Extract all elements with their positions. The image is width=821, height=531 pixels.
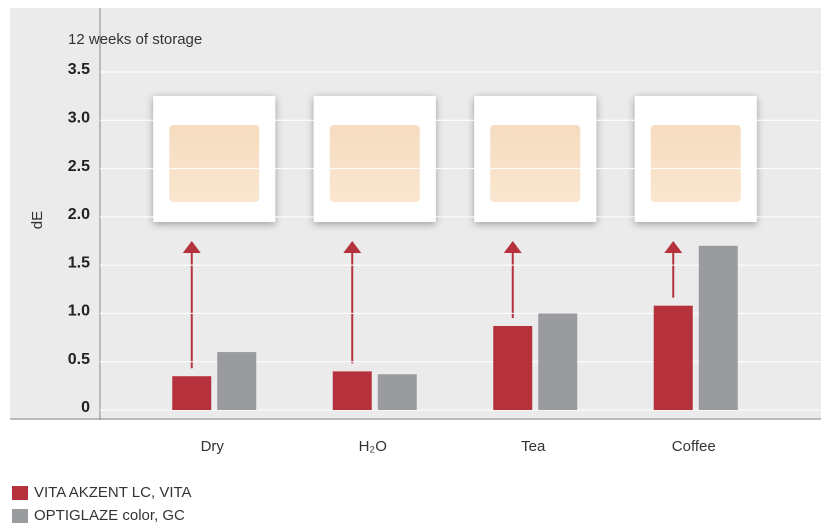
bar	[332, 371, 372, 410]
y-tick-label: 0.5	[68, 351, 90, 368]
arrow-head	[503, 241, 522, 253]
y-tick-label: 1.5	[68, 254, 90, 271]
x-tick-label: Coffee	[672, 438, 716, 455]
legend-swatch	[12, 509, 28, 523]
x-tick-label: Tea	[521, 438, 546, 455]
y-tick-label: 2.0	[68, 206, 90, 223]
legend-swatch	[12, 486, 28, 500]
y-tick-label: 0	[81, 399, 90, 416]
bar	[217, 352, 257, 410]
x-tick-label: H₂O	[359, 438, 387, 455]
y-axis-label: dE	[29, 211, 46, 229]
legend: VITA AKZENT LC, VITA OPTIGLAZE color, GC	[12, 484, 192, 524]
arrow-head	[182, 241, 201, 253]
bar	[377, 374, 417, 410]
x-tick-label: Dry	[201, 438, 225, 455]
legend-label: VITA AKZENT LC, VITA	[34, 484, 192, 501]
y-tick-label: 1.0	[68, 303, 90, 320]
y-tick-label: 3.0	[68, 110, 90, 127]
legend-label: OPTIGLAZE color, GC	[34, 507, 185, 524]
bar	[653, 305, 693, 410]
arrow-head	[664, 241, 683, 253]
bar	[493, 325, 533, 410]
subtitle: 12 weeks of storage	[68, 31, 202, 48]
sample-swatch	[650, 125, 741, 202]
arrow-head	[343, 241, 362, 253]
bar	[172, 376, 212, 410]
sample-swatch	[329, 125, 420, 202]
sample-swatch	[490, 125, 581, 202]
bar	[538, 313, 578, 410]
y-tick-label: 3.5	[68, 61, 90, 78]
y-tick-label: 2.5	[68, 158, 90, 175]
bar	[698, 245, 738, 410]
sample-swatch	[169, 125, 260, 202]
